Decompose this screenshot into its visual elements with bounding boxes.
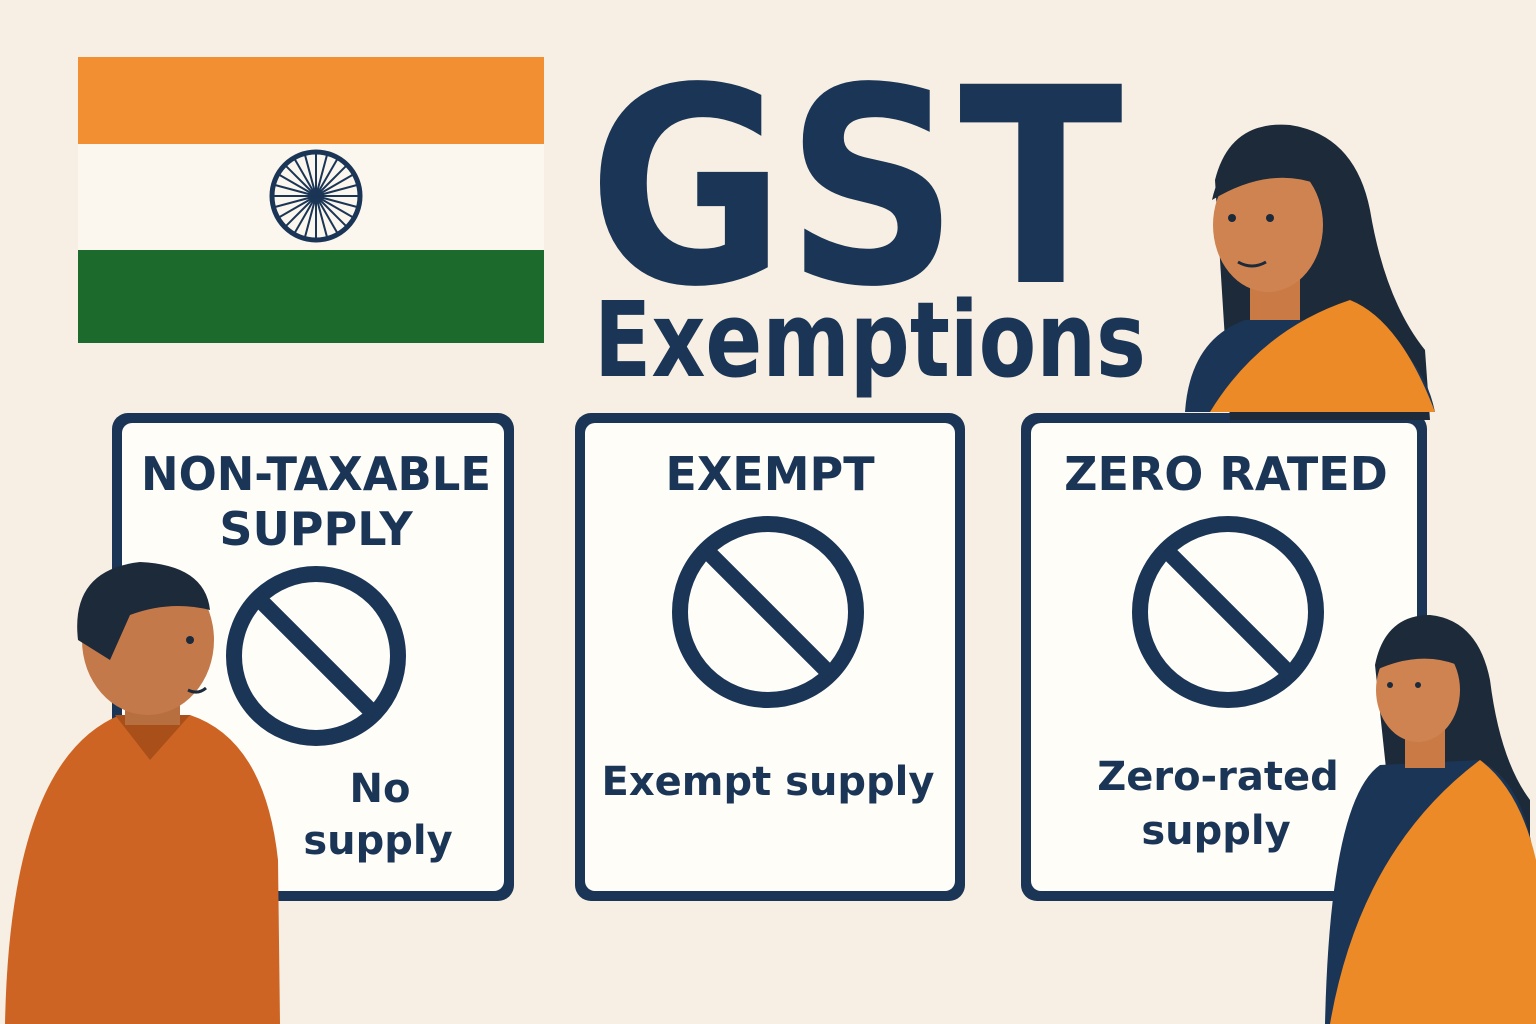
subtitle: Exemptions <box>594 279 1146 401</box>
chakra-spoke <box>315 195 353 218</box>
flag-saffron <box>78 57 544 144</box>
icon-ring <box>226 566 406 746</box>
woman-illustration <box>1325 615 1536 1024</box>
icon-slash <box>252 592 380 720</box>
shirt <box>5 715 280 1024</box>
chakra-spoke <box>275 195 317 208</box>
eye <box>1387 682 1393 688</box>
chakra-spoke <box>279 195 317 218</box>
chakra-spoke <box>275 184 317 197</box>
eye <box>186 636 194 644</box>
chakra-spoke <box>315 195 338 233</box>
flag-green <box>78 250 544 343</box>
card: EXEMPT Exempt supply <box>575 413 965 901</box>
eye <box>1266 214 1274 222</box>
card-caption: Zero-rated <box>1097 754 1339 800</box>
chakra <box>269 149 363 243</box>
chakra-spoke <box>294 195 317 233</box>
card-caption: Exempt supply <box>602 759 935 805</box>
fringe <box>1212 144 1321 200</box>
chakra-spoke <box>315 155 328 197</box>
chakra-spoke <box>285 195 317 227</box>
eye <box>1228 214 1236 222</box>
mouth <box>1237 260 1267 268</box>
card-caption: No <box>350 766 411 812</box>
card-title: NON-TAXABLE <box>141 447 491 501</box>
card-title: EXEMPT <box>665 447 875 501</box>
chakra-spoke <box>315 195 328 237</box>
saree <box>1330 760 1536 1024</box>
woman-illustration <box>1185 124 1435 420</box>
chakra-ring <box>269 149 363 243</box>
prohibited-icon <box>226 566 406 746</box>
card: ZERO RATED Zero-rated supply <box>1021 413 1427 901</box>
card-caption: supply <box>303 818 452 864</box>
icon-ring <box>672 516 864 708</box>
icon-ring <box>1132 516 1324 708</box>
card-caption: supply <box>1141 808 1290 854</box>
chakra-spoke <box>279 174 317 197</box>
collar <box>115 715 190 760</box>
chakra-spoke <box>315 174 353 197</box>
mouth <box>187 686 207 694</box>
fringe <box>1376 631 1459 670</box>
man-illustration <box>5 562 280 1024</box>
face <box>1213 158 1323 292</box>
chakra-spoke <box>315 184 357 197</box>
saree <box>1210 300 1435 412</box>
prohibited-icon <box>1132 516 1324 708</box>
chakra-spoke <box>304 155 317 197</box>
card-title: SUPPLY <box>219 502 413 556</box>
eye <box>1415 682 1421 688</box>
prohibited-icon <box>672 516 864 708</box>
card-title: ZERO RATED <box>1064 447 1388 501</box>
chakra-spoke <box>315 159 338 197</box>
chakra-spoke <box>315 165 347 197</box>
card-body <box>585 423 955 891</box>
hair <box>77 562 210 660</box>
icon-slash <box>700 544 836 680</box>
title: GST <box>588 31 1124 347</box>
chakra-spoke <box>294 159 317 197</box>
chakra-spoke <box>285 165 317 197</box>
flag <box>78 57 544 343</box>
icon-slash <box>1160 544 1296 680</box>
chakra-spoke <box>304 195 317 237</box>
face <box>1376 638 1460 742</box>
chakra-spoke <box>315 195 347 227</box>
card-body <box>1031 423 1417 891</box>
chakra-spoke <box>315 195 357 208</box>
